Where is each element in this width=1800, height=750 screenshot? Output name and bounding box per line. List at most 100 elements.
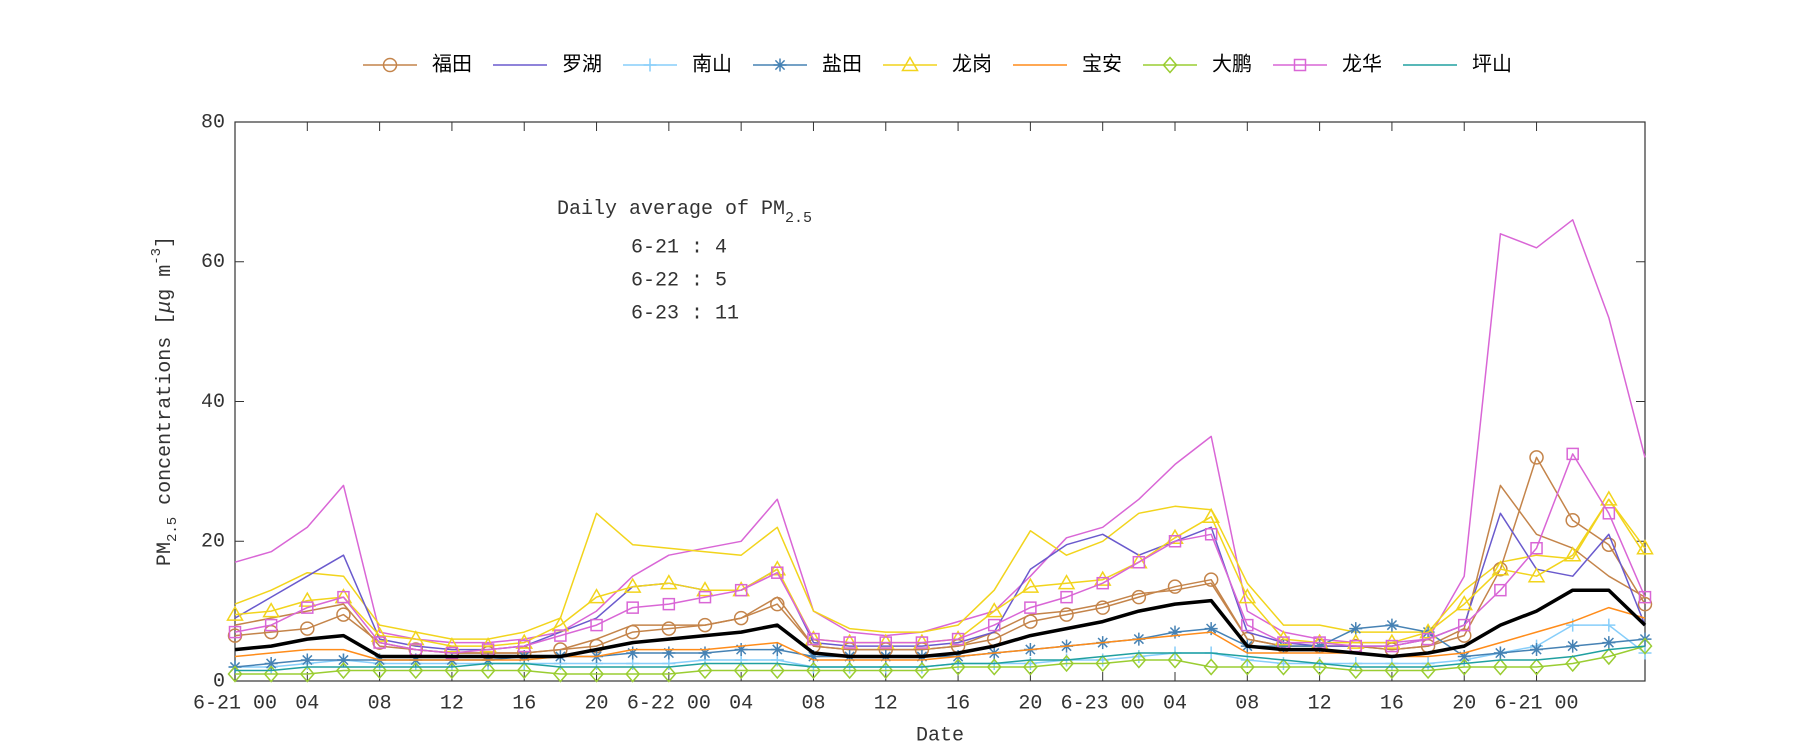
- marker: [1168, 535, 1182, 548]
- x-tick-label: 20: [1452, 692, 1476, 715]
- marker: [1600, 490, 1618, 506]
- marker: [1420, 661, 1436, 680]
- marker: [1238, 588, 1257, 604]
- marker: [226, 605, 244, 621]
- marker: [1274, 630, 1293, 646]
- series: [234, 219, 1646, 644]
- x-tick-label: 6-22 00: [627, 692, 711, 715]
- marker: [696, 581, 714, 597]
- marker: [662, 597, 676, 611]
- series-line: [234, 456, 1646, 654]
- marker: [1566, 618, 1580, 632]
- annotation-item: 6-22 : 5: [631, 269, 727, 292]
- marker: [1132, 555, 1146, 569]
- marker: [1095, 600, 1110, 615]
- marker: [1563, 546, 1582, 562]
- marker: [770, 596, 785, 612]
- marker: [1455, 595, 1474, 611]
- x-tick-label: 04: [1163, 692, 1187, 715]
- marker: [480, 661, 496, 680]
- marker: [1491, 560, 1510, 576]
- x-tick-label: 12: [1308, 692, 1332, 715]
- x-tick-label: 12: [440, 692, 464, 715]
- x-tick-label: 16: [946, 692, 970, 715]
- marker: [516, 661, 532, 680]
- marker: [625, 665, 641, 683]
- x-tick-label: 12: [874, 692, 898, 715]
- marker: [1529, 658, 1545, 676]
- marker: [264, 657, 278, 671]
- annotation-title: Daily average of PM2.5: [557, 198, 812, 227]
- marker: [300, 621, 315, 636]
- marker: [515, 633, 534, 649]
- x-tick-label: 08: [1235, 692, 1259, 715]
- legend-marker: [773, 58, 787, 72]
- legend-marker: [1162, 56, 1178, 74]
- marker: [1348, 661, 1364, 680]
- marker: [227, 665, 243, 683]
- marker: [986, 658, 1002, 676]
- marker: [1059, 607, 1074, 622]
- y-label-part: ]: [154, 236, 177, 248]
- marker: [1529, 450, 1544, 465]
- x-tick-label: 04: [729, 692, 753, 715]
- marker: [301, 601, 314, 614]
- marker: [1346, 633, 1365, 649]
- marker: [1493, 646, 1507, 660]
- annotation-text: Daily average of PM: [557, 198, 785, 221]
- marker: [626, 646, 640, 660]
- marker: [1241, 618, 1254, 632]
- marker: [1456, 628, 1472, 643]
- marker: [1024, 601, 1037, 614]
- marker: [1096, 576, 1109, 590]
- marker: [1637, 637, 1653, 655]
- marker: [1167, 579, 1183, 594]
- marker: [1093, 570, 1112, 586]
- marker: [843, 636, 856, 649]
- marker: [335, 661, 351, 680]
- marker: [264, 618, 278, 632]
- marker: [1638, 590, 1652, 604]
- marker: [1057, 574, 1076, 590]
- legend-marker: [1293, 58, 1307, 72]
- marker: [1602, 507, 1616, 520]
- marker: [227, 628, 243, 643]
- plot-frame: [234, 121, 1646, 682]
- annotation-sub: 2.5: [785, 210, 812, 227]
- marker: [228, 625, 242, 639]
- marker: [698, 590, 712, 604]
- y-label-part: μ: [154, 301, 177, 314]
- marker: [1494, 583, 1507, 597]
- marker: [1167, 651, 1183, 669]
- marker: [661, 665, 677, 683]
- x-tick-label: 16: [512, 692, 536, 715]
- marker: [879, 636, 893, 649]
- marker: [1636, 539, 1654, 555]
- marker: [987, 618, 1001, 632]
- marker: [587, 588, 606, 604]
- marker: [768, 560, 787, 576]
- marker: [985, 602, 1004, 618]
- legend-label: 南山: [692, 52, 732, 76]
- marker: [263, 665, 279, 683]
- marker: [554, 629, 567, 642]
- marker: [1202, 507, 1220, 524]
- marker: [1421, 632, 1435, 646]
- marker: [807, 632, 820, 646]
- marker: [1276, 639, 1290, 653]
- marker: [1602, 636, 1616, 650]
- marker: [1095, 654, 1111, 673]
- legend-label: 龙华: [1342, 52, 1382, 76]
- marker: [443, 637, 461, 653]
- marker: [1349, 622, 1363, 636]
- marker: [479, 637, 497, 653]
- marker: [1059, 654, 1075, 673]
- marker: [915, 636, 929, 649]
- marker: [336, 607, 351, 622]
- legend-label: 龙岗: [952, 52, 992, 76]
- marker: [1021, 577, 1040, 593]
- marker: [734, 643, 748, 657]
- marker: [1566, 639, 1580, 653]
- marker: [299, 665, 315, 683]
- marker: [626, 601, 639, 614]
